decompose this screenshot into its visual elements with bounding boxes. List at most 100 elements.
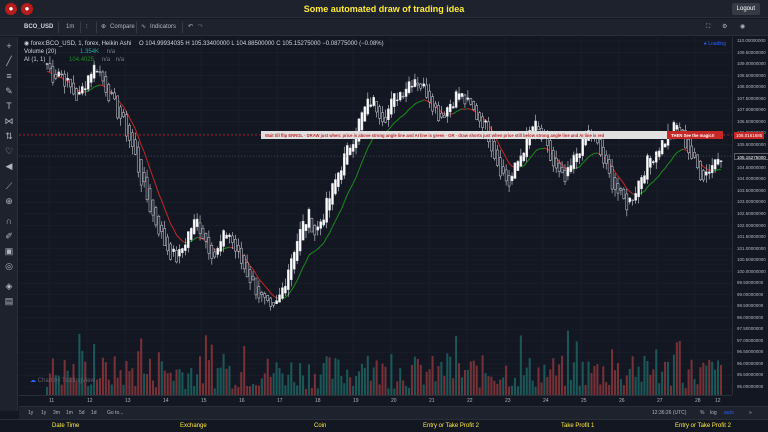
zoom-in-icon[interactable]: ⊕ [5,196,13,206]
candle-body [475,105,478,120]
ai-line-segment [579,162,584,168]
tradingview-watermark[interactable]: ☁ Chart by TradingView [30,377,95,384]
ruler-icon[interactable]: ⟋ [5,181,13,191]
price-axis-label: 107.50000000 [737,95,766,101]
legend-volume-label: Volume (20) [24,49,57,55]
ai-line-segment [90,86,95,90]
volume-bar [431,356,434,395]
brand-logo-icon[interactable]: ● [5,3,17,15]
stay-drawing-icon[interactable]: ✐ [5,231,13,241]
volume-bar [578,385,581,395]
chart-pane[interactable]: Wait till flip ERROL · DRAW just when: p… [19,37,732,395]
candle-body [292,252,296,270]
logout-button[interactable]: Logout [731,3,760,15]
ai-line-segment [505,157,510,164]
brand-logo-icon-2[interactable]: ● [21,3,33,15]
legend-ai-value: 104.4025 [69,57,95,63]
lock-icon[interactable]: ▣ [4,246,14,256]
auto-toggle[interactable]: auto [724,410,734,416]
ai-line-segment [452,111,457,115]
log-toggle[interactable]: log [710,410,717,416]
price-axis[interactable]: 110.00000000 109.50000000 109.00000000 108.… [732,37,768,395]
bottom-range-bar: 1y 1y 3m 1m 5d 1d Go to... 12:36:26 (UTC… [19,406,768,419]
volume-bar [196,374,199,395]
range-1y-b[interactable]: 1y [41,410,47,416]
undo-icon[interactable]: ↶ [188,24,194,30]
price-axis-label: 101.50000000 [737,234,766,240]
interval-selector[interactable]: 1m [66,24,75,30]
candle-body [431,96,434,112]
volume-bar [151,380,154,395]
settings-gear-icon[interactable]: ⚙ [722,24,728,30]
volume-bar [231,388,234,395]
compare-button[interactable]: Compare [110,24,135,30]
percent-toggle[interactable]: % [700,410,705,416]
price-axis-label: 99.00000000 [737,291,764,297]
candle-body [410,85,414,88]
legend-eye-icon[interactable]: ◉ [24,41,31,47]
timezone-clock[interactable]: 12:36:26 (UTC) [652,410,687,416]
volume-bar [717,360,720,395]
crosshair-icon[interactable]: + [6,41,12,51]
snapshot-camera-icon[interactable]: ◉ [740,24,746,30]
chart-canvas[interactable]: Wait till flip ERROL · DRAW just when: p… [19,37,732,395]
brush-icon[interactable]: ✎ [5,86,13,96]
volume-bar [178,369,181,395]
trend-line-icon[interactable]: ╱ [6,56,12,66]
prediction-icon[interactable]: ⇅ [5,131,13,141]
candle-body [298,228,302,252]
scroll-to-realtime-icon[interactable]: » [749,410,752,416]
range-1y[interactable]: 1y [28,410,34,416]
eye-icon[interactable]: ◎ [5,261,13,271]
price-axis-label: 108.50000000 [737,72,766,78]
text-icon[interactable]: T [6,101,12,111]
fib-icon[interactable]: ≡ [6,71,12,81]
magnet-icon[interactable]: ∩ [5,216,13,226]
candle-body [557,162,561,172]
volume-bar [181,372,184,395]
time-axis-label: 25 [581,398,587,404]
volume-bar [702,362,705,395]
redo-icon[interactable]: ↷ [198,24,204,30]
volume-bar [278,368,281,395]
trash-icon[interactable]: ▤ [4,296,14,306]
volume-bar [446,353,449,395]
time-axis[interactable]: 11 12 13 14 15 16 17 18 19 20 21 22 23 24 25 26 27 28 12 [19,395,732,406]
range-5d[interactable]: 5d [79,410,85,416]
indicators-icon[interactable]: ∿ [141,24,147,30]
ai-line-segment [290,285,295,291]
volume-bar [172,380,175,395]
price-axis-label: 99.50000000 [737,280,764,286]
goto-date-button[interactable]: Go to... [107,410,124,416]
ai-line-segment [85,90,89,93]
compare-icon[interactable]: ⊕ [101,24,107,30]
range-1d[interactable]: 1d [91,410,97,416]
symbol-search[interactable]: BCO_USD [24,24,54,30]
volume-bar [466,369,469,395]
ai-line-segment [458,108,463,111]
volume-bar [543,364,546,395]
candle-body [369,104,373,107]
pattern-icon[interactable]: ⋈ [4,116,14,126]
ai-line-segment [655,175,660,179]
layers-icon[interactable]: ◈ [5,281,13,291]
volume-bar [201,383,205,395]
ai-line-segment [287,290,292,295]
ai-line-segment [558,161,563,165]
indicators-button[interactable]: Indicators [150,24,177,30]
ai-line-segment [408,106,413,110]
range-1m[interactable]: 1m [66,410,73,416]
drawing-toolbar: + ╱ ≡ ✎ T ⋈ ⇅ ♡ ◀ ⟋ ⊕ ∩ ✐ ▣ ◎ ◈ ▤ [0,37,18,411]
ai-line-segment [270,292,274,297]
range-3m[interactable]: 3m [53,410,60,416]
chart-style-candles-icon[interactable]: ⫶ [86,24,88,30]
time-axis-label: 17 [277,398,283,404]
icons-heart-icon[interactable]: ♡ [4,146,14,156]
candle-body [328,198,331,211]
volume-bar [525,367,528,395]
ai-line-segment [673,152,678,157]
back-arrow-icon[interactable]: ◀ [5,161,13,171]
volume-bar [228,365,231,395]
price-axis-label: 100.00000000 [737,268,766,274]
fullscreen-icon[interactable]: ⛶ [706,24,711,30]
